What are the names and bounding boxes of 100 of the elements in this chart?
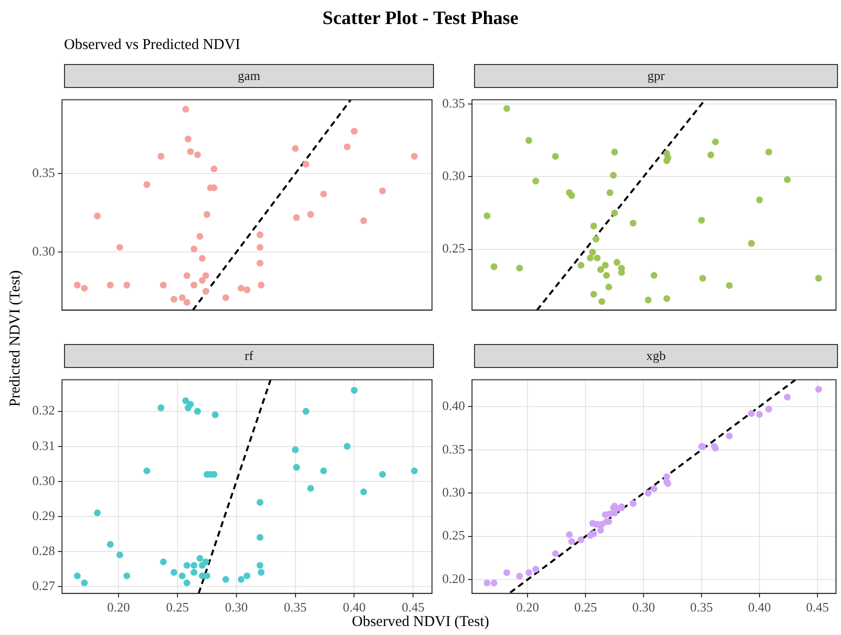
point [210,165,218,172]
point [74,282,81,288]
x-axis-title: Observed NDVI (Test) [350,614,490,631]
point [586,254,594,262]
point [410,467,418,474]
point [568,192,576,199]
point [379,187,386,194]
point [184,562,190,569]
point [699,274,706,282]
point [605,284,612,290]
point [184,272,190,280]
point [484,580,490,586]
point [320,190,327,198]
point [196,233,204,240]
point [644,296,652,304]
y-tick-label: 0.30 [442,484,465,500]
point [190,282,198,288]
point [630,220,637,227]
point [484,212,490,220]
y-axis-title: Predicted NDVI (Test) [8,269,24,409]
point [123,282,130,288]
point [597,266,604,273]
point [650,272,658,279]
point [592,236,600,242]
point [244,572,250,580]
x-tick-label: 0.45 [806,600,829,615]
point [178,294,186,302]
text: gam [238,68,260,84]
x-tick-label: 0.20 [516,600,540,615]
point [644,490,652,496]
point [244,286,250,294]
point [726,432,733,440]
point [160,282,167,288]
point [765,148,772,156]
point [590,222,598,230]
point [611,148,618,156]
point [198,254,206,262]
chart-title: Scatter Plot - Test Phase [322,8,520,30]
point [606,189,614,196]
point [106,540,114,548]
point [158,152,164,160]
y-tick-label: 0.29 [32,508,55,523]
point [552,152,559,160]
point [204,572,210,580]
point [815,386,822,393]
point [80,284,88,292]
text: gpr [647,68,665,84]
point [184,298,190,306]
point [190,568,198,576]
y-tick-label: 0.35 [442,441,465,456]
point [748,240,755,247]
point [202,558,210,566]
point [184,579,190,586]
point [143,467,150,474]
x-tick-label: 0.30 [632,600,655,615]
point [184,136,192,142]
x-tick-label: 0.20 [107,600,130,615]
point [238,284,245,292]
point [614,258,620,266]
point [707,152,714,158]
point [170,296,178,303]
x-tick-label: 0.25 [574,600,597,615]
y-tick-label: 0.30 [32,244,55,259]
point [292,145,299,152]
point [302,160,310,168]
point [650,485,658,492]
point [293,464,300,471]
x-tick-label: 0.35 [690,600,713,615]
point [726,282,733,289]
point [256,244,264,251]
point [256,260,264,266]
point [815,274,822,282]
y-tick-label: 0.40 [442,398,465,414]
point [603,272,610,279]
point [379,470,386,478]
text: rf [244,348,254,364]
point [187,148,194,156]
point [360,217,368,224]
point [256,534,264,541]
point [238,576,245,583]
point [258,282,265,288]
point [503,569,510,576]
x-tick-label: 0.40 [748,600,771,615]
point [198,276,206,284]
point [196,554,204,562]
point [756,410,763,418]
point [578,536,584,544]
point [516,264,523,272]
x-tick-label: 0.30 [225,600,248,615]
point [182,106,190,113]
point [160,558,167,566]
point [410,152,418,160]
point [490,263,498,270]
point [566,531,573,538]
point [202,288,210,295]
point [94,509,101,516]
chart-subtitle: Observed vs Predicted NDVI [64,37,240,54]
point [490,580,498,586]
point [106,282,114,288]
point [598,298,606,305]
